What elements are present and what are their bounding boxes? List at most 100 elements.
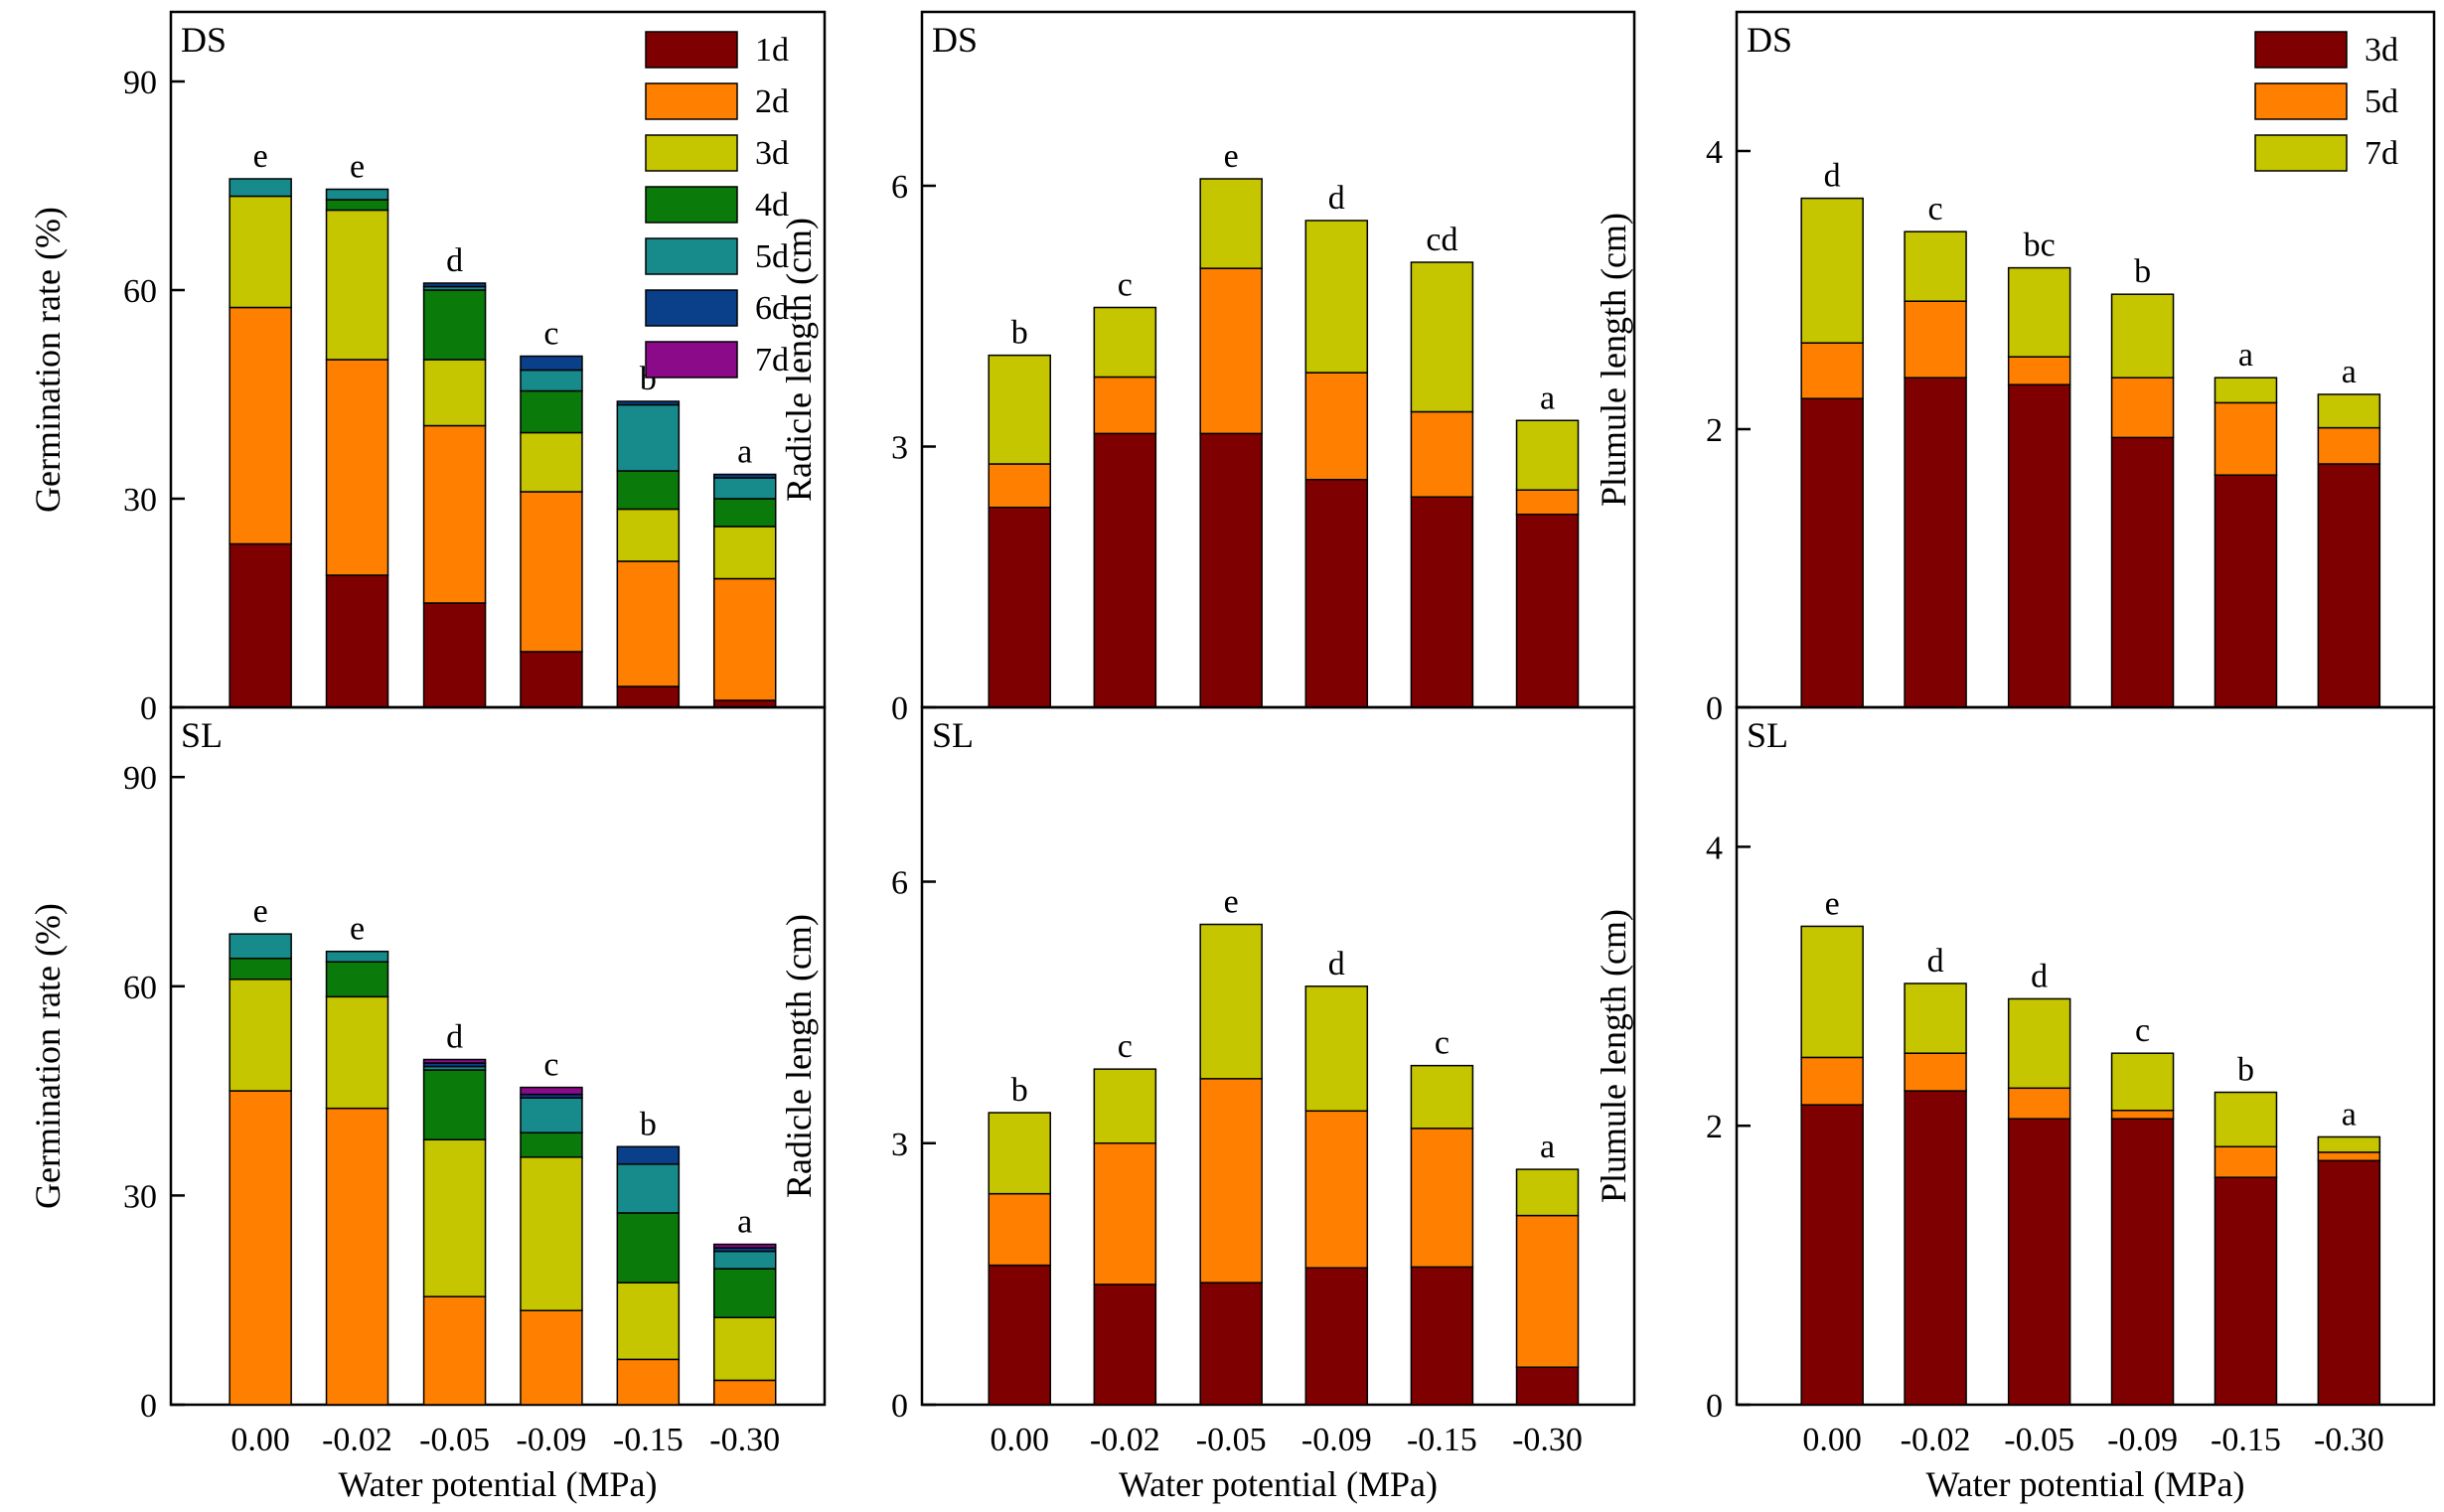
sl-germination-bar-4d-2 <box>422 1069 487 1140</box>
ds-radicle-sig-letter-2: e <box>1224 138 1239 175</box>
ds-radicle-sig-letter-1: c <box>1118 267 1133 304</box>
ds-germination-bar-1d-1 <box>325 574 389 708</box>
ds-germination-bar-5d-5 <box>712 477 777 500</box>
sl-radicle-sig-letter-5: a <box>1540 1129 1555 1165</box>
sl-germination-bar-3d-0 <box>229 979 292 1092</box>
ds-germination-sig-letter-1: e <box>350 149 365 186</box>
ds-plumule-legend-label-5d: 5d <box>2365 83 2398 120</box>
sl-radicle-bar-5d-2 <box>1199 1078 1263 1284</box>
ds-germination-ytick-label-0: 0 <box>140 690 157 727</box>
sl-radicle-bar-3d-4 <box>1410 1266 1474 1406</box>
sl-plumule-bar-5d-0 <box>1800 1056 1864 1106</box>
ds-germination-bar-5d-0 <box>229 178 292 198</box>
ds-radicle-bar-5d-4 <box>1410 410 1474 498</box>
sl-radicle-xtick-label-0: 0.00 <box>990 1422 1049 1458</box>
sl-radicle-ytick-label-0: 0 <box>891 1388 908 1425</box>
ds-germination-bar-3d-1 <box>325 209 389 361</box>
ds-plumule-bar-7d-4 <box>2214 377 2278 404</box>
ds-germination-sig-letter-3: c <box>543 316 558 353</box>
sl-radicle-bar-3d-5 <box>1515 1366 1580 1406</box>
ds-germination-legend-label-5d: 5d <box>755 238 789 275</box>
ds-germination-bar-1d-3 <box>520 651 583 708</box>
sl-germination-sig-letter-3: c <box>543 1047 558 1084</box>
ds-plumule-bar-3d-3 <box>2110 436 2175 708</box>
ds-radicle-sig-letter-5: a <box>1540 379 1555 416</box>
sl-plumule-bar-5d-1 <box>1904 1052 1967 1092</box>
ds-germination-bar-2d-0 <box>229 306 292 545</box>
ds-plumule-sig-letter-0: d <box>1824 158 1841 195</box>
sl-radicle-bar-5d-4 <box>1410 1128 1474 1269</box>
ds-plumule-bar-5d-4 <box>2214 401 2278 476</box>
ds-germination-bar-3d-2 <box>422 359 487 427</box>
ds-germination-ylabel: Germination rate (%) <box>28 207 68 513</box>
sl-radicle-ytick-label-1: 3 <box>891 1127 908 1163</box>
sl-germination-sig-letter-1: e <box>350 911 365 948</box>
ds-germination-ytick-label-2: 60 <box>123 273 157 310</box>
sl-radicle-panel-label: SL <box>932 715 974 755</box>
sl-germination-bar-5d-4 <box>616 1163 681 1214</box>
sl-plumule-xtick-label-1: -0.02 <box>1901 1422 1971 1458</box>
sl-plumule-bar-3d-5 <box>2317 1159 2381 1406</box>
ds-radicle-bar-3d-0 <box>988 507 1051 708</box>
sl-radicle-bar-7d-1 <box>1093 1068 1157 1144</box>
sl-germination-ytick-label-2: 60 <box>123 970 157 1006</box>
sl-germination-xtick-label-2: -0.05 <box>419 1422 490 1458</box>
sl-germination-bar-4d-4 <box>616 1212 681 1284</box>
ds-plumule-bar-3d-4 <box>2214 474 2278 708</box>
ds-germination-bar-1d-4 <box>616 685 681 708</box>
sl-plumule-bar-5d-3 <box>2110 1110 2175 1120</box>
sl-germination-ylabel: Germination rate (%) <box>28 903 68 1209</box>
ds-germination-bar-3d-3 <box>520 431 583 493</box>
sl-plumule-bar-3d-2 <box>2007 1118 2071 1406</box>
sl-germination-bar-2d-5 <box>712 1379 777 1406</box>
ds-plumule-ylabel: Plumule length (cm) <box>1594 213 1633 507</box>
ds-radicle-sig-letter-0: b <box>1011 315 1028 352</box>
sl-germination-bar-4d-3 <box>520 1132 583 1158</box>
ds-radicle-bar-5d-1 <box>1093 376 1157 435</box>
sl-radicle-xtick-label-5: -0.30 <box>1512 1422 1583 1458</box>
sl-radicle-bar-3d-1 <box>1093 1284 1157 1406</box>
ds-germination-legend-label-2d: 2d <box>755 83 789 120</box>
sl-germination-ytick-label-0: 0 <box>140 1388 157 1425</box>
ds-radicle-ytick-label-0: 0 <box>891 690 908 727</box>
ds-radicle-sig-letter-4: cd <box>1426 222 1457 258</box>
sl-plumule-sig-letter-5: a <box>2342 1096 2357 1133</box>
ds-plumule-sig-letter-2: bc <box>2024 227 2056 264</box>
sl-radicle-ylabel: Radicle length (cm) <box>779 914 819 1198</box>
sl-germination-panel-label: SL <box>181 715 223 755</box>
sl-plumule-ytick-label-1: 2 <box>1706 1109 1723 1145</box>
ds-germination-bar-3d-4 <box>616 508 681 562</box>
sl-germination-sig-letter-4: b <box>640 1106 657 1142</box>
sl-plumule-bar-7d-5 <box>2317 1135 2381 1153</box>
ds-germination-bar-4d-3 <box>520 389 583 434</box>
sl-plumule-xtick-label-3: -0.09 <box>2107 1422 2178 1458</box>
sl-radicle-bar-7d-0 <box>988 1112 1051 1195</box>
sl-plumule-bar-7d-2 <box>2007 997 2071 1090</box>
sl-plumule-bar-7d-4 <box>2214 1091 2278 1148</box>
sl-germination-bar-5d-3 <box>520 1097 583 1134</box>
sl-germination-bar-3d-3 <box>520 1156 583 1311</box>
sl-plumule-bar-7d-3 <box>2110 1052 2175 1112</box>
ds-radicle-bar-3d-2 <box>1199 432 1263 708</box>
ds-germination-bar-5d-1 <box>325 188 389 201</box>
sl-germination-bar-4d-5 <box>712 1268 777 1318</box>
ds-germination-bar-6d-3 <box>520 355 583 372</box>
sl-germination-bar-4d-0 <box>229 957 292 981</box>
sl-plumule-bar-5d-5 <box>2317 1151 2381 1162</box>
ds-germination-ytick-label-1: 30 <box>123 482 157 519</box>
ds-radicle-bar-7d-1 <box>1093 306 1157 378</box>
sl-plumule-ytick-label-0: 0 <box>1706 1388 1723 1425</box>
ds-plumule-ytick-label-2: 4 <box>1706 134 1723 171</box>
ds-plumule-bar-5d-2 <box>2007 356 2071 385</box>
sl-radicle-bar-7d-5 <box>1515 1168 1580 1217</box>
ds-plumule-bar-7d-2 <box>2007 266 2071 358</box>
sl-germination-frame <box>169 705 827 1407</box>
sl-radicle-bar-3d-0 <box>988 1264 1051 1406</box>
sl-plumule-bar-7d-1 <box>1904 983 1967 1054</box>
ds-radicle-bar-5d-2 <box>1199 267 1263 435</box>
sl-germination-sig-letter-5: a <box>737 1204 752 1241</box>
ds-germination-panel-label: DS <box>181 20 227 60</box>
ds-germination-legend-label-6d: 6d <box>755 290 789 327</box>
ds-germination-bar-2d-2 <box>422 424 487 604</box>
